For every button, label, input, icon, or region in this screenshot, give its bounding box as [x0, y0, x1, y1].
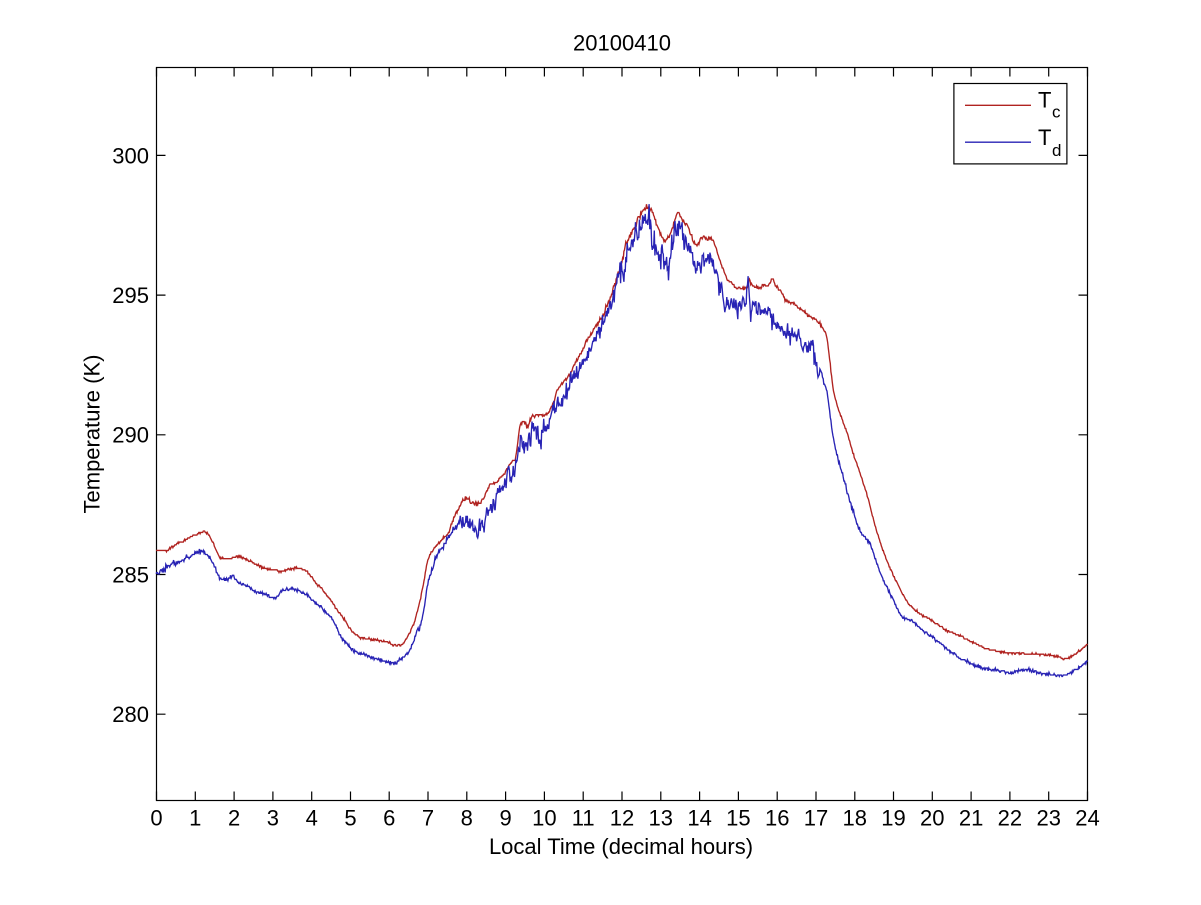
svg-text:18: 18: [843, 806, 867, 831]
svg-text:22: 22: [998, 806, 1022, 831]
svg-text:280: 280: [112, 702, 149, 727]
svg-text:3: 3: [267, 806, 279, 831]
svg-text:4: 4: [306, 806, 318, 831]
svg-text:5: 5: [344, 806, 356, 831]
svg-text:Local Time (decimal hours): Local Time (decimal hours): [489, 834, 753, 859]
svg-text:300: 300: [112, 143, 149, 168]
svg-text:19: 19: [881, 806, 905, 831]
svg-text:10: 10: [532, 806, 556, 831]
svg-text:290: 290: [112, 423, 149, 448]
svg-text:d: d: [1052, 141, 1061, 160]
svg-text:11: 11: [572, 806, 595, 831]
svg-text:24: 24: [1075, 806, 1099, 831]
svg-text:c: c: [1052, 103, 1061, 122]
svg-text:17: 17: [804, 806, 828, 831]
svg-text:15: 15: [726, 806, 750, 831]
svg-text:0: 0: [150, 806, 162, 831]
svg-text:2: 2: [228, 806, 240, 831]
svg-text:T: T: [1038, 125, 1051, 150]
svg-text:12: 12: [610, 806, 634, 831]
svg-text:23: 23: [1036, 806, 1060, 831]
svg-text:13: 13: [649, 806, 673, 831]
svg-text:285: 285: [112, 562, 149, 587]
svg-text:T: T: [1038, 88, 1051, 113]
svg-text:295: 295: [112, 283, 149, 308]
svg-text:14: 14: [687, 806, 711, 831]
svg-text:16: 16: [765, 806, 789, 831]
svg-text:8: 8: [461, 806, 473, 831]
svg-text:Temperature (K): Temperature (K): [80, 355, 105, 514]
svg-text:1: 1: [189, 806, 201, 831]
svg-text:20: 20: [920, 806, 944, 831]
svg-text:20100410: 20100410: [573, 30, 671, 55]
svg-text:6: 6: [383, 806, 395, 831]
svg-text:7: 7: [422, 806, 434, 831]
svg-text:9: 9: [499, 806, 511, 831]
svg-text:21: 21: [959, 806, 983, 831]
